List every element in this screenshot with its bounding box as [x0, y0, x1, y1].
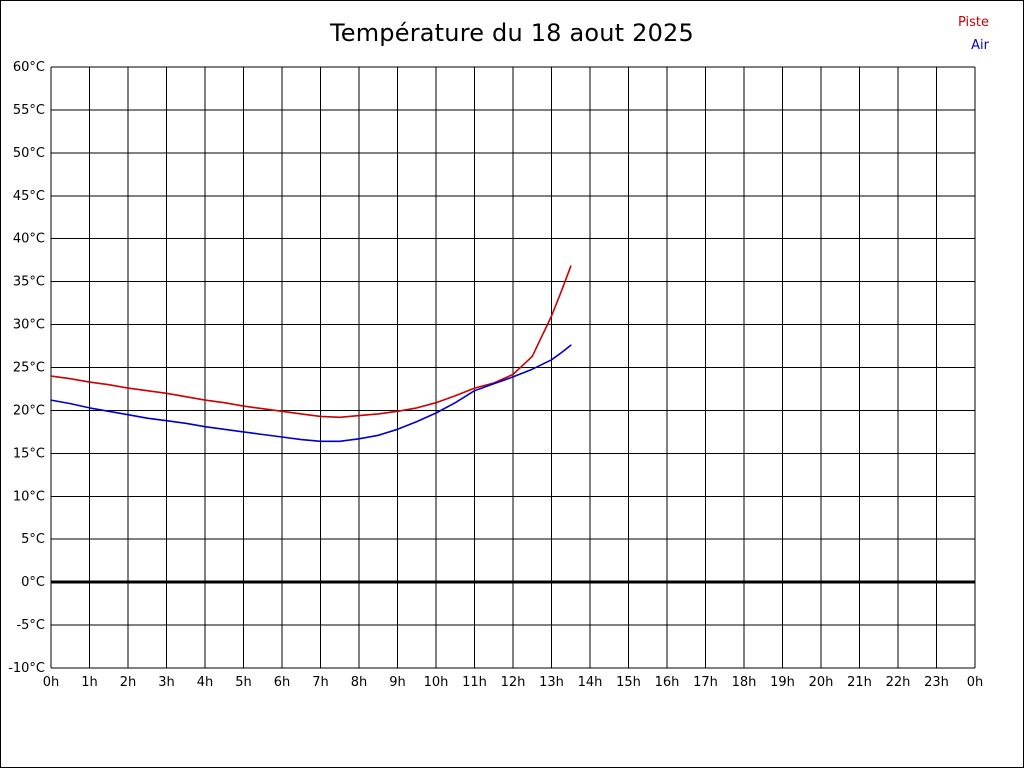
- svg-text:0h: 0h: [43, 675, 60, 690]
- svg-text:45°C: 45°C: [13, 189, 45, 204]
- svg-text:40°C: 40°C: [13, 232, 45, 247]
- svg-text:6h: 6h: [274, 675, 291, 690]
- grid-lines: [50, 66, 976, 669]
- series-line-air: [50, 344, 572, 443]
- svg-text:13h: 13h: [539, 675, 564, 690]
- svg-text:16h: 16h: [655, 675, 680, 690]
- svg-text:20°C: 20°C: [13, 403, 45, 418]
- legend-item-air: Air: [971, 38, 989, 53]
- svg-text:0°C: 0°C: [21, 575, 45, 590]
- svg-text:35°C: 35°C: [13, 275, 45, 290]
- svg-text:17h: 17h: [693, 675, 718, 690]
- svg-text:1h: 1h: [81, 675, 98, 690]
- chart-title: Température du 18 aout 2025: [329, 19, 695, 47]
- svg-text:12h: 12h: [501, 675, 526, 690]
- svg-text:4h: 4h: [197, 675, 214, 690]
- svg-text:3h: 3h: [158, 675, 175, 690]
- svg-text:55°C: 55°C: [13, 103, 45, 118]
- svg-text:0h: 0h: [967, 675, 984, 690]
- svg-text:25°C: 25°C: [13, 361, 45, 376]
- svg-text:10°C: 10°C: [13, 489, 45, 504]
- svg-text:15°C: 15°C: [13, 446, 45, 461]
- svg-text:7h: 7h: [312, 675, 329, 690]
- svg-text:23h: 23h: [924, 675, 949, 690]
- svg-text:60°C: 60°C: [13, 60, 45, 75]
- svg-text:21h: 21h: [847, 675, 872, 690]
- svg-text:50°C: 50°C: [13, 146, 45, 161]
- svg-text:-10°C: -10°C: [8, 661, 45, 676]
- svg-text:-5°C: -5°C: [16, 618, 45, 633]
- svg-text:5°C: 5°C: [21, 532, 45, 547]
- svg-text:8h: 8h: [351, 675, 368, 690]
- x-axis-labels: 0h 1h 2h 3h 4h 5h 6h 7h 8h 9h 10h 11h 12h 13h 14h 15h 16…: [43, 675, 984, 690]
- svg-text:20h: 20h: [809, 675, 834, 690]
- svg-text:9h: 9h: [389, 675, 406, 690]
- svg-text:14h: 14h: [578, 675, 603, 690]
- legend-item-piste: Piste: [957, 15, 989, 30]
- svg-text:2h: 2h: [120, 675, 137, 690]
- svg-text:30°C: 30°C: [13, 318, 45, 333]
- svg-text:18h: 18h: [732, 675, 757, 690]
- svg-text:11h: 11h: [462, 675, 487, 690]
- chart-legend: Piste Air: [958, 11, 989, 57]
- svg-text:10h: 10h: [424, 675, 449, 690]
- svg-text:15h: 15h: [616, 675, 641, 690]
- svg-text:5h: 5h: [235, 675, 252, 690]
- y-axis-labels: 60°C 55°C 50°C 45°C 40°C 35°C 30°C 25°C 20°C 15°C…: [8, 60, 45, 676]
- svg-text:22h: 22h: [886, 675, 911, 690]
- svg-text:19h: 19h: [770, 675, 795, 690]
- series-line-piste: [50, 265, 572, 419]
